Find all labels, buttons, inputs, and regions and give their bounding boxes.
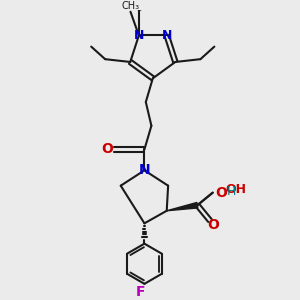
Text: N: N xyxy=(139,163,150,177)
Text: N: N xyxy=(134,29,144,42)
Text: O: O xyxy=(207,218,219,232)
Text: CH₃: CH₃ xyxy=(122,1,140,10)
Polygon shape xyxy=(167,202,198,211)
Text: H: H xyxy=(227,185,237,198)
Text: O: O xyxy=(215,186,227,200)
Text: OH: OH xyxy=(225,183,246,196)
Text: N: N xyxy=(161,29,172,42)
Text: F: F xyxy=(136,285,145,299)
Text: O: O xyxy=(101,142,113,156)
